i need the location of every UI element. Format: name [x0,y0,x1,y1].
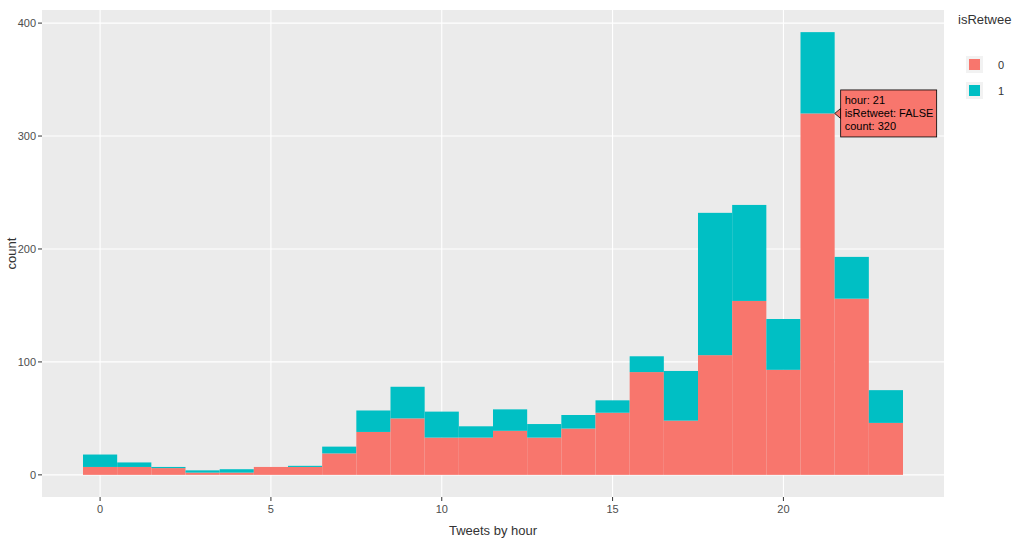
histogram-bar [459,426,493,437]
histogram-bar [801,113,835,474]
histogram-bar [732,205,766,301]
y-tick [38,474,42,475]
x-grid-line [270,10,271,497]
legend-key-bg [966,82,983,99]
x-tick [100,497,101,501]
y-tick [38,136,42,137]
histogram-bar [561,429,595,475]
histogram-bar [732,301,766,475]
y-tick [38,23,42,24]
histogram-bar [356,432,390,475]
y-tick-label: 400 [18,17,36,29]
legend-key [969,85,980,96]
histogram-bar [356,410,390,431]
y-grid-line [42,23,944,24]
histogram-bar [220,473,254,475]
histogram-bar [766,370,800,475]
tooltip-text: count: 320 [845,120,896,132]
histogram-bar [288,466,322,467]
tooltip-box [841,90,937,137]
legend-label: 0 [998,59,1004,71]
y-axis-title: count [4,237,19,269]
y-tick [38,248,42,249]
histogram-bar [869,423,903,475]
x-tick-label: 0 [97,503,103,515]
legend-key [969,59,980,70]
y-tick [38,361,42,362]
histogram-bar [766,319,800,370]
x-tick [783,497,784,501]
x-tick [612,497,613,501]
x-axis-title: Tweets by hour [449,523,538,538]
x-tick [270,497,271,501]
histogram-bar [254,467,288,475]
tooltip: hour: 21isRetweet: FALSEcount: 320 [835,90,937,137]
histogram-bar [322,447,356,454]
histogram-bar [801,32,835,113]
y-tick-label: 0 [30,469,36,481]
histogram-bar [664,421,698,475]
chart: 010020030040005101520Tweets by hourcount… [0,0,1024,539]
histogram-bar [254,466,288,467]
x-tick [441,497,442,501]
histogram-bar [151,467,185,468]
histogram-bar [664,371,698,421]
y-tick-label: 200 [18,243,36,255]
histogram-bar [391,418,425,474]
histogram-bar [596,413,630,475]
histogram-bar [322,453,356,474]
x-tick-label: 5 [268,503,274,515]
histogram-bar [527,424,561,438]
histogram-bar [596,400,630,412]
tooltip-pointer [835,108,841,118]
histogram-bar [83,455,117,467]
legend-label: 1 [998,85,1004,97]
histogram-bar [117,467,151,475]
histogram-bar [117,462,151,467]
legend-title: isRetwee [958,12,1011,27]
histogram-bar [630,356,664,372]
x-grid-line [100,10,101,497]
histogram-bar [220,469,254,472]
y-tick-label: 100 [18,356,36,368]
histogram-bar [527,438,561,475]
histogram-bar [869,390,903,423]
histogram-bar [186,470,220,472]
histogram-bar [630,372,664,475]
histogram-bar [493,431,527,475]
x-tick-label: 15 [606,503,618,515]
histogram-bar [561,415,595,429]
histogram-bar [151,468,185,475]
histogram-bar [835,257,869,299]
plot-panel [42,10,944,497]
histogram-bar [459,438,493,475]
histogram-bar [835,299,869,475]
histogram-bar [83,467,117,475]
x-tick-label: 20 [777,503,789,515]
histogram-bar [698,355,732,475]
histogram-bar [493,409,527,430]
histogram-bar [186,473,220,475]
histogram-bar [425,438,459,475]
histogram-bar [698,213,732,355]
bars [83,32,903,475]
histogram-bar [391,387,425,419]
y-tick-label: 300 [18,130,36,142]
histogram-bar [425,412,459,438]
legend-key-bg [966,56,983,73]
tooltip-text: hour: 21 [845,94,885,106]
tooltip-text: isRetweet: FALSE [845,107,934,119]
histogram-bar [288,467,322,475]
x-tick-label: 10 [436,503,448,515]
